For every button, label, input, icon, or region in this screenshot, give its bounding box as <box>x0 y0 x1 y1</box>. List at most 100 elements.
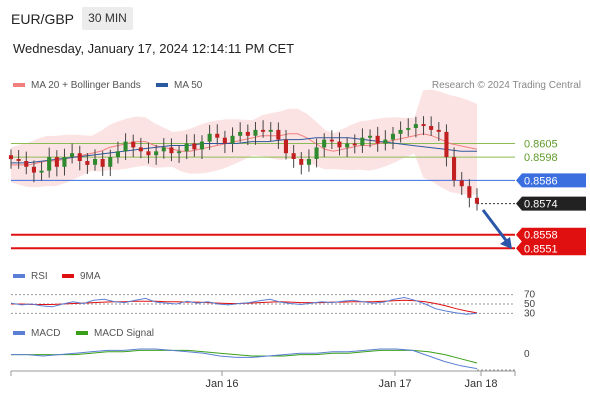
candle-body <box>421 124 426 126</box>
legend-9ma-label: 9MA <box>80 271 101 282</box>
candle-body <box>268 129 273 132</box>
candle-body <box>238 131 243 136</box>
legend-ma20: MA 20 + Bollinger Bands <box>13 80 141 91</box>
legend-macd-label: MACD <box>31 328 61 339</box>
candle-body <box>322 139 327 148</box>
x-tick-label: Jan 16 <box>205 378 238 390</box>
legend-ma50-label: MA 50 <box>174 80 203 91</box>
research-credit: Research © 2024 Trading Central <box>431 80 581 91</box>
candle-body <box>77 153 82 161</box>
candle-body <box>436 129 441 132</box>
candle-body <box>444 131 449 158</box>
level-label-resistance: 0.8605 <box>524 139 558 151</box>
level-tag-pivot <box>516 173 586 188</box>
candle-body <box>161 147 166 152</box>
candle-body <box>16 159 21 161</box>
candle-body <box>352 143 357 146</box>
candle-body <box>207 133 212 142</box>
candle-body <box>131 141 136 148</box>
candle-body <box>261 129 266 132</box>
legend-macd-signal-swatch <box>76 331 88 336</box>
x-tick-label: Jan 18 <box>464 378 497 390</box>
candle-body <box>306 159 311 165</box>
candle-body <box>398 129 403 134</box>
candle-body <box>47 157 52 171</box>
legend-rsi-label: RSI <box>31 271 48 282</box>
level-label-resistance: 0.8598 <box>524 152 558 164</box>
legend-ma20-label: MA 20 + Bollinger Bands <box>31 80 141 91</box>
candle-body <box>245 131 250 136</box>
level-label-pivot: 0.8586 <box>524 175 558 187</box>
candle-body <box>8 155 13 160</box>
candle-body <box>123 141 128 152</box>
candle-body <box>54 157 59 167</box>
timeframe-button[interactable]: 30 MIN <box>82 7 133 30</box>
candle-body <box>291 153 296 159</box>
candle-body <box>39 170 44 173</box>
level-tag-current <box>516 196 586 211</box>
candle-body <box>24 161 29 167</box>
rsi-9ma-line <box>11 299 478 314</box>
candle-body <box>100 159 105 167</box>
candle-body <box>215 133 220 138</box>
candle-body <box>230 135 235 144</box>
candle-body <box>452 157 457 181</box>
level-tag-support <box>516 241 586 256</box>
rsi-line <box>10 296 478 315</box>
forecast-arrow <box>481 209 510 244</box>
legend-rsi: RSI <box>13 271 48 282</box>
macd-line <box>11 348 478 370</box>
candle-body <box>390 133 395 140</box>
candle-body <box>154 151 159 156</box>
candle-body <box>184 143 189 152</box>
candle-body <box>31 166 36 173</box>
candle-body <box>368 135 373 138</box>
candle-body <box>314 147 319 159</box>
macd-zero-label: 0 <box>524 349 530 360</box>
candle-body <box>169 147 174 154</box>
legend-ma20-swatch <box>13 83 25 88</box>
candle-body <box>93 159 98 165</box>
candle-body <box>345 143 350 148</box>
candle-body <box>177 151 182 154</box>
level-tag-support <box>516 227 586 242</box>
x-tick-label: Jan 17 <box>378 378 411 390</box>
ma50-line <box>11 137 477 164</box>
legend-macd: MACD <box>13 328 60 339</box>
candle-body <box>375 135 380 144</box>
candle-body <box>253 129 258 136</box>
legend-macd-signal-label: MACD Signal <box>94 328 155 339</box>
candle-body <box>108 157 113 167</box>
legend-macd-swatch <box>13 331 25 336</box>
level-label-current: 0.8574 <box>524 199 558 211</box>
candle-body <box>62 157 67 167</box>
currency-pair: EUR/GBP <box>11 11 75 27</box>
candle-body <box>70 153 75 158</box>
legend-rsi-swatch <box>13 274 25 279</box>
candle-body <box>360 137 365 146</box>
candle-body <box>329 139 334 142</box>
candle-body <box>146 151 151 156</box>
legend-macd-signal: MACD Signal <box>76 328 154 339</box>
macd-signal-line <box>11 349 478 364</box>
candle-body <box>199 141 204 150</box>
candle-body <box>276 129 281 140</box>
level-label-support: 0.8558 <box>524 230 558 242</box>
level-label-support: 0.8551 <box>524 243 558 255</box>
candle-body <box>299 159 304 165</box>
ma20-line <box>11 133 478 166</box>
candle-body <box>429 126 434 130</box>
rsi-level-label: 70 <box>524 290 536 301</box>
candle-body <box>337 141 342 148</box>
candle-body <box>192 143 197 150</box>
legend-ma50-swatch <box>156 83 168 88</box>
candle-body <box>222 137 227 144</box>
candle-body <box>85 161 90 165</box>
candle-body <box>283 139 288 154</box>
rsi-level-label: 50 <box>524 299 536 310</box>
candle-body <box>383 139 388 144</box>
candle-body <box>115 151 120 158</box>
candle-body <box>467 186 472 198</box>
legend-9ma-swatch <box>62 274 74 279</box>
